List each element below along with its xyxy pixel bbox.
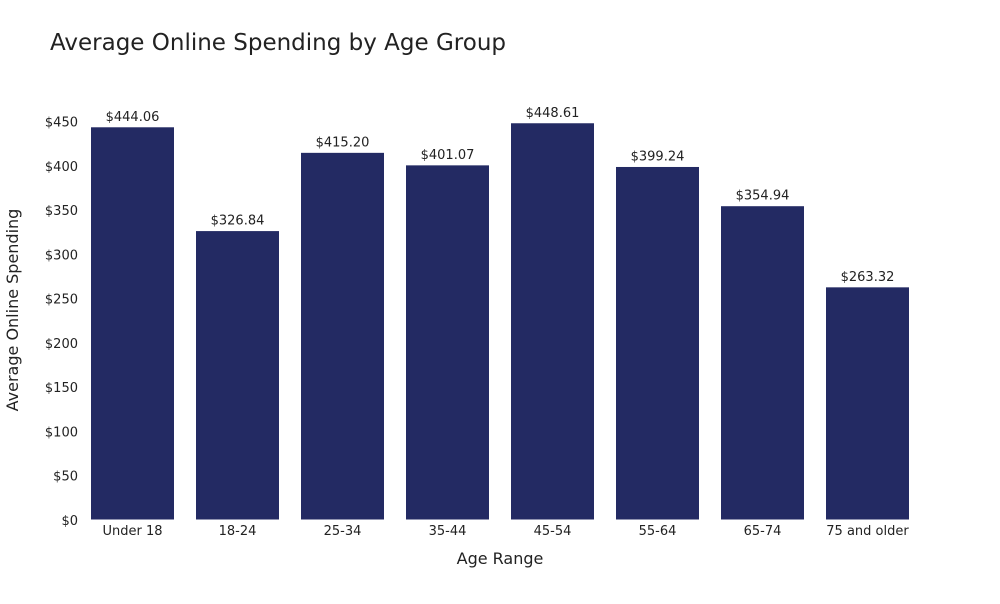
x-tick-label: 18-24: [219, 524, 257, 539]
bar: [720, 205, 805, 521]
y-tick-label: $450: [45, 116, 78, 131]
y-tick-label: $100: [45, 425, 78, 440]
bar-value-label: $448.61: [526, 106, 580, 121]
bar: [825, 286, 910, 521]
x-tick-label: 55-64: [639, 524, 677, 539]
y-tick-label: $200: [45, 337, 78, 352]
bar-value-label: $415.20: [316, 135, 370, 150]
bar: [615, 165, 700, 521]
y-axis-title: Average Online Spending: [3, 209, 22, 412]
x-axis-title: Age Range: [457, 549, 544, 568]
y-tick-label: $300: [45, 248, 78, 263]
chart-title: Average Online Spending by Age Group: [50, 30, 506, 56]
bar-value-label: $263.32: [841, 270, 895, 285]
bar-value-label: $399.24: [631, 149, 685, 164]
y-axis: $0 $50 $100 $150 $200 $250 $300 $350 $400 $450: [45, 116, 78, 529]
data-labels-group: $444.06 $326.84 $415.20 $401.07 $448.61 $399.…: [106, 106, 895, 285]
bar: [510, 122, 595, 521]
x-tick-label: 75 and older: [826, 524, 909, 539]
y-tick-label: $400: [45, 160, 78, 175]
bar: [300, 151, 385, 521]
bars-group: [90, 122, 910, 521]
bar-value-label: $444.06: [106, 110, 160, 125]
bar-value-label: $354.94: [736, 189, 790, 204]
y-tick-label: $350: [45, 204, 78, 219]
x-tick-label: 45-54: [534, 524, 572, 539]
x-tick-label: 25-34: [324, 524, 362, 539]
y-tick-label: $50: [53, 470, 78, 485]
bar: [90, 126, 175, 521]
bar-value-label: $401.07: [421, 148, 475, 163]
x-axis: Under 18 18-24 25-34 35-44 45-54 55-64 65-74 75…: [102, 524, 909, 539]
x-tick-label: Under 18: [102, 524, 162, 539]
bar-value-label: $326.84: [211, 214, 265, 229]
bar: [405, 164, 490, 521]
y-tick-label: $150: [45, 381, 78, 396]
y-tick-label: $0: [61, 514, 78, 529]
bar: [195, 230, 280, 521]
y-tick-label: $250: [45, 293, 78, 308]
x-tick-label: 35-44: [429, 524, 467, 539]
x-tick-label: 65-74: [744, 524, 782, 539]
